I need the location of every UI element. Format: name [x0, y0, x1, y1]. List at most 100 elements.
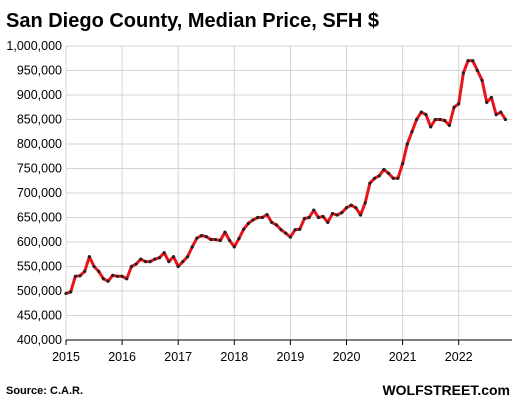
data-point: [167, 260, 171, 264]
data-point: [354, 206, 358, 210]
data-point: [125, 277, 129, 281]
data-point: [466, 59, 470, 63]
x-tick-label: 2021: [389, 350, 417, 364]
axes: [65, 339, 512, 345]
data-point: [87, 255, 91, 259]
data-point: [162, 251, 166, 255]
data-point: [284, 231, 288, 235]
y-tick-label: 450,000: [17, 309, 62, 323]
data-point: [302, 216, 307, 221]
data-point: [288, 235, 292, 239]
x-tick-label: 2020: [333, 350, 361, 364]
series-median-price: [64, 59, 508, 296]
data-point: [204, 235, 208, 239]
data-point: [391, 176, 395, 180]
data-point: [358, 213, 363, 217]
data-point: [419, 110, 423, 114]
x-axis-tick-labels: 2015 2016 2017 2018 2019 2020 2021 2022: [52, 350, 473, 364]
data-point: [101, 277, 105, 281]
data-point: [503, 117, 508, 122]
x-tick-label: 2018: [220, 350, 248, 364]
data-point: [363, 201, 367, 205]
brand-watermark: WOLFSTREET.com: [382, 382, 510, 398]
data-point: [316, 215, 321, 220]
data-point: [232, 245, 236, 249]
data-point: [326, 220, 330, 224]
y-tick-label: 1,000,000: [6, 39, 62, 53]
data-point: [129, 264, 134, 269]
data-point: [293, 228, 297, 232]
data-point: [143, 260, 148, 264]
data-point: [134, 262, 138, 266]
data-point: [274, 223, 278, 227]
data-point: [148, 260, 152, 264]
data-point: [242, 227, 246, 231]
data-point: [260, 215, 264, 220]
data-point: [330, 211, 335, 216]
y-tick-label: 950,000: [17, 64, 62, 78]
data-point: [321, 214, 325, 219]
data-point: [307, 215, 311, 220]
data-point: [279, 228, 283, 232]
y-tick-label: 650,000: [17, 211, 62, 225]
data-point: [485, 100, 489, 104]
data-point: [92, 264, 96, 269]
data-point: [438, 117, 442, 122]
x-tick-label: 2017: [164, 350, 192, 364]
chart-title: San Diego County, Median Price, SFH $: [6, 10, 379, 32]
data-point: [349, 203, 353, 207]
data-point: [424, 113, 428, 117]
data-point: [228, 238, 232, 243]
data-point: [335, 213, 339, 217]
data-point: [396, 176, 400, 180]
data-point: [73, 274, 77, 278]
x-tick-label: 2016: [108, 350, 136, 364]
x-tick-label: 2019: [276, 350, 304, 364]
data-point: [340, 211, 344, 215]
series-line: [65, 59, 507, 295]
data-point: [157, 256, 162, 260]
data-point: [106, 279, 110, 283]
y-tick-label: 700,000: [17, 186, 62, 200]
data-point: [64, 291, 68, 296]
data-point: [176, 264, 180, 269]
data-point: [83, 269, 87, 273]
data-point: [499, 110, 503, 114]
y-tick-label: 400,000: [17, 333, 62, 347]
data-point: [195, 236, 199, 240]
data-point: [471, 59, 475, 63]
x-tick-label: 2015: [52, 350, 80, 364]
data-point: [199, 234, 204, 238]
data-point: [120, 274, 124, 278]
data-point: [410, 130, 414, 134]
y-tick-label: 500,000: [17, 284, 62, 298]
data-point: [433, 117, 437, 122]
data-point: [139, 257, 143, 261]
data-point: [386, 171, 391, 175]
data-point: [185, 255, 190, 259]
y-tick-label: 750,000: [17, 162, 62, 176]
data-point: [415, 117, 419, 122]
x-tick-label: 2022: [445, 350, 473, 364]
data-point: [475, 68, 479, 73]
data-point: [401, 162, 405, 166]
data-point: [489, 95, 494, 100]
data-point: [246, 221, 250, 225]
data-point: [171, 255, 176, 259]
y-axis-tick-labels: 1,000,000 950,000 900,000 850,000 800,000 750…: [6, 39, 62, 347]
data-point: [429, 125, 433, 129]
data-point: [97, 269, 101, 273]
data-point: [452, 105, 456, 109]
data-point: [237, 236, 241, 241]
y-tick-label: 900,000: [17, 88, 62, 102]
source-label: Source: C.A.R.: [6, 385, 83, 397]
data-point: [69, 290, 73, 294]
data-point: [344, 206, 349, 210]
data-point: [298, 227, 302, 231]
y-tick-label: 850,000: [17, 113, 62, 127]
data-point: [218, 238, 222, 243]
grid-lines: [65, 45, 512, 341]
data-point: [111, 273, 115, 277]
data-point: [153, 257, 157, 261]
